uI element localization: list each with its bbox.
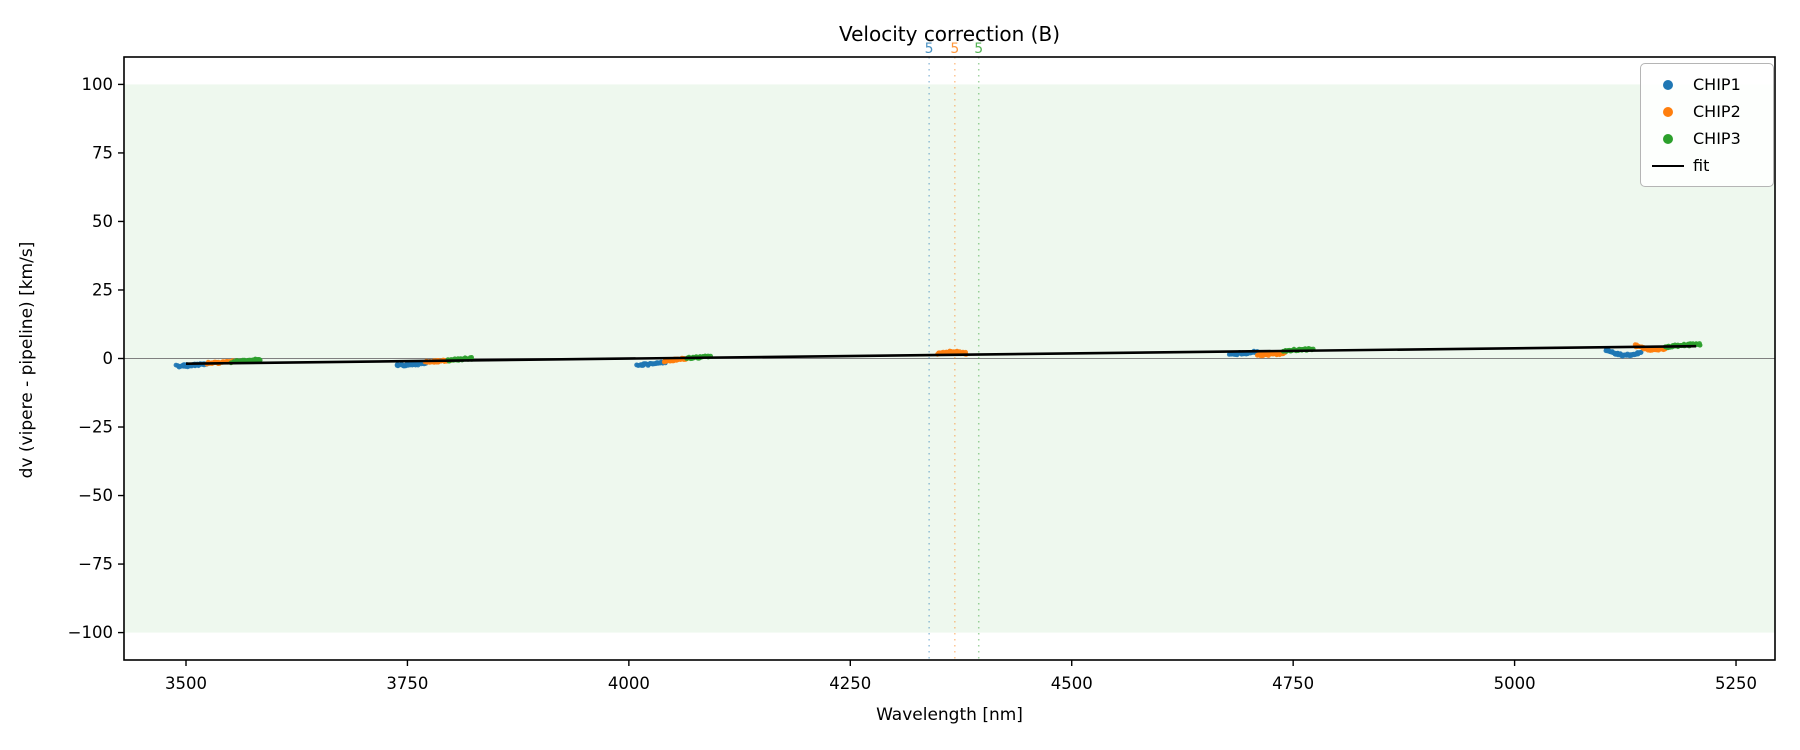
order-marker-label: 5 xyxy=(974,41,983,57)
legend-label: CHIP3 xyxy=(1693,129,1741,148)
x-tick-label: 3500 xyxy=(165,674,207,693)
legend-marker-box xyxy=(1651,79,1685,90)
y-tick-label: −50 xyxy=(78,486,113,505)
legend-item-chip2: CHIP2 xyxy=(1651,98,1763,125)
fit-line xyxy=(185,344,1697,366)
legend-marker-box xyxy=(1651,133,1685,144)
y-tick-label: 50 xyxy=(92,212,113,231)
x-tick-label: 4500 xyxy=(1051,674,1093,693)
y-tick-label: 25 xyxy=(92,280,113,299)
chart-title: Velocity correction (B) xyxy=(839,22,1060,46)
y-tick-label: 100 xyxy=(82,75,114,94)
y-tick-label: −25 xyxy=(78,418,113,437)
x-tick-label: 5000 xyxy=(1494,674,1536,693)
legend: CHIP1 CHIP2 CHIP3 fit xyxy=(1640,63,1774,187)
legend-label: fit xyxy=(1693,156,1710,175)
legend-item-fit: fit xyxy=(1651,152,1763,179)
x-tick-label: 3750 xyxy=(386,674,428,693)
legend-label: CHIP1 xyxy=(1693,75,1741,94)
legend-marker-1 xyxy=(1663,106,1673,117)
x-tick-label: 4000 xyxy=(608,674,650,693)
legend-marker-2 xyxy=(1663,133,1673,144)
legend-marker-box xyxy=(1651,106,1685,117)
legend-label: CHIP2 xyxy=(1693,102,1741,121)
legend-marker-3 xyxy=(1652,164,1684,167)
order-marker-label: 5 xyxy=(925,41,934,57)
y-tick-label: 0 xyxy=(103,349,114,368)
x-tick-label: 4750 xyxy=(1272,674,1314,693)
legend-item-chip1: CHIP1 xyxy=(1651,71,1763,98)
y-tick-label: 75 xyxy=(92,143,113,162)
order-marker-label: 5 xyxy=(950,41,959,57)
y-tick-label: −75 xyxy=(78,555,113,574)
y-axis-label: dv (vipere - pipeline) [km/s] xyxy=(17,241,37,479)
legend-marker-box xyxy=(1651,164,1685,167)
x-axis-label: Wavelength [nm] xyxy=(876,705,1023,725)
legend-item-chip3: CHIP3 xyxy=(1651,125,1763,152)
legend-marker-0 xyxy=(1663,79,1673,90)
y-tick-label: −100 xyxy=(68,623,113,642)
x-tick-label: 5250 xyxy=(1715,674,1757,693)
x-tick-label: 4250 xyxy=(829,674,871,693)
